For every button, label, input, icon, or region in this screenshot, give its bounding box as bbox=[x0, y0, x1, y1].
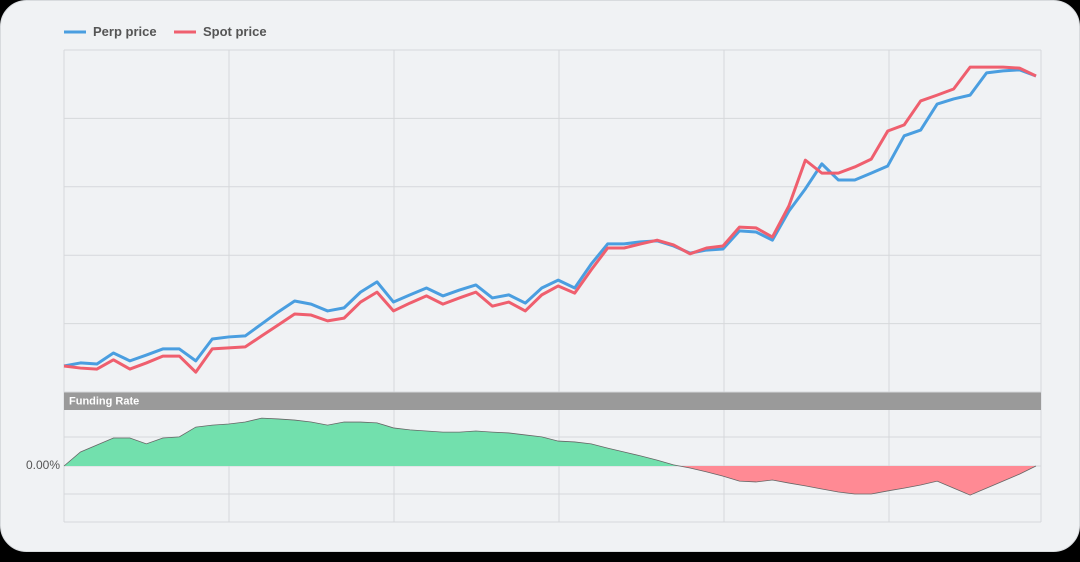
funding-area-negative bbox=[64, 466, 1036, 496]
panel-header bbox=[64, 392, 1041, 410]
price-line bbox=[63, 68, 1037, 368]
vertical-grid bbox=[63, 50, 1042, 522]
funding-outline bbox=[63, 417, 1037, 496]
y-tick-label: 0.00% bbox=[26, 458, 60, 472]
legend-label: Perp price bbox=[93, 24, 157, 39]
panel-title: Funding Rate bbox=[69, 395, 139, 407]
funding-area-positive bbox=[64, 418, 1036, 466]
price-line bbox=[63, 65, 1037, 374]
legend-label: Spot price bbox=[203, 24, 267, 39]
